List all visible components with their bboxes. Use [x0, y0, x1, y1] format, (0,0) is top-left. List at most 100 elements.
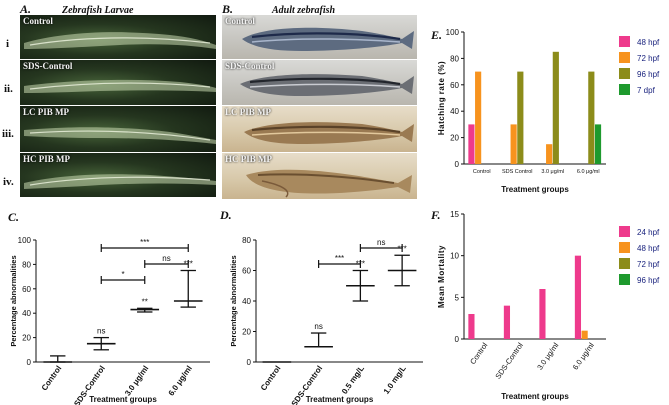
- row-numeral-i: i: [6, 38, 10, 50]
- legend-swatch: [619, 52, 630, 63]
- y-tick-label: 15: [450, 210, 459, 219]
- bar: [468, 124, 475, 164]
- bracket-label: ***: [140, 238, 149, 247]
- y-tick-label: 40: [450, 107, 459, 116]
- larva-label-control: Control: [23, 16, 53, 26]
- y-tick-label: 0: [455, 335, 460, 344]
- legend-label: 48 hpf: [637, 244, 660, 253]
- panel-c-letter: C.: [8, 210, 20, 224]
- bar: [574, 255, 582, 339]
- x-category-label: SDS Control: [502, 169, 533, 175]
- row-numeral-iv: iv.: [3, 176, 14, 188]
- y-tick-label: 20: [22, 334, 31, 343]
- significance-label: ns: [97, 327, 105, 336]
- larva-photo-lc-pib-mp: LC PIB MP: [20, 106, 216, 152]
- y-axis-label: Percentage abnormalities: [229, 255, 238, 346]
- bar: [468, 314, 475, 339]
- x-axis-label: Treatment groups: [501, 392, 569, 401]
- bracket-label: ns: [162, 254, 170, 263]
- panel-f-letter: F.: [431, 208, 441, 222]
- x-category-label: 6.0 μg/ml: [571, 341, 596, 372]
- y-tick-label: 100: [18, 236, 32, 245]
- larva-label-hc-pib-mp: HC PIB MP: [23, 154, 70, 164]
- x-category-label: 3.0 μg/ml: [123, 364, 150, 398]
- larva-photo-sds-control: SDS-Control: [20, 60, 216, 105]
- y-tick-label: 80: [450, 54, 459, 63]
- row-numeral-iii: iii.: [2, 128, 14, 140]
- y-tick-label: 20: [450, 134, 459, 143]
- larva-label-sds-control: SDS-Control: [23, 61, 73, 71]
- x-category-label: 6.0 μg/ml: [577, 169, 600, 175]
- legend-label: 96 hpf: [637, 276, 660, 285]
- y-tick-label: 80: [22, 260, 31, 269]
- legend-label: 72 hpf: [637, 260, 660, 269]
- y-tick-label: 0: [27, 358, 32, 367]
- y-tick-label: 60: [22, 285, 31, 294]
- y-tick-label: 0: [455, 160, 460, 169]
- adult-label-control: Control: [225, 16, 255, 26]
- adult-photo-sds-control: SDS-Control: [222, 60, 417, 105]
- x-category-label: SDS-Control: [493, 341, 525, 381]
- y-tick-label: 100: [446, 28, 460, 37]
- x-category-label: 3.0 μg/ml: [541, 169, 564, 175]
- row-numeral-ii: ii.: [4, 83, 13, 95]
- y-tick-label: 60: [242, 267, 251, 276]
- panel-b-title: Adult zebrafish: [272, 5, 336, 16]
- legend-swatch: [619, 258, 630, 269]
- legend-label: 48 hpf: [637, 38, 660, 47]
- x-category-label: 0.5 mg/L: [340, 364, 366, 396]
- bar: [552, 51, 559, 164]
- x-category-label: Control: [468, 341, 489, 366]
- legend-label: 72 hpf: [637, 54, 660, 63]
- chart-c: 0 20 40 60 80 100 Percentage abnormalities Trea…: [9, 236, 210, 405]
- x-category-label: Control: [40, 364, 64, 392]
- significance-label: ns: [314, 322, 322, 331]
- y-tick-label: 5: [455, 293, 460, 302]
- x-category-label: 6.0 μg/ml: [167, 364, 194, 398]
- legend-label: 24 hpf: [637, 228, 660, 237]
- larva-photo-control: Control: [20, 15, 216, 59]
- legend-label: 7 dpf: [637, 86, 656, 95]
- bar: [546, 144, 553, 164]
- chart-f: 0 5 10 15 Mean Mortality Control SDS-Control 3.…: [437, 210, 660, 401]
- y-tick-label: 60: [450, 81, 459, 90]
- panel-a-title: Zebrafish Larvae: [62, 5, 134, 16]
- chart-d: 0 20 40 60 80 Percentage abnormalities Treatme…: [229, 236, 423, 405]
- adult-label-lc-pib-mp: LC PIB MP: [225, 107, 271, 117]
- adult-label-sds-control: SDS-Control: [225, 61, 275, 71]
- x-category-label: 3.0 μg/ml: [535, 341, 560, 372]
- bracket-label: *: [121, 270, 124, 279]
- y-tick-label: 40: [22, 309, 31, 318]
- larva-label-lc-pib-mp: LC PIB MP: [23, 107, 69, 117]
- y-tick-label: 20: [242, 328, 251, 337]
- bracket-label: ***: [335, 254, 344, 263]
- y-tick-label: 80: [242, 236, 251, 245]
- legend-swatch: [619, 84, 630, 95]
- bar: [539, 289, 546, 339]
- panel-b-letter: B.: [222, 2, 234, 16]
- bar: [503, 305, 511, 339]
- panel-a-letter: A.: [20, 2, 32, 16]
- bar: [594, 124, 602, 164]
- y-tick-label: 40: [242, 297, 251, 306]
- x-axis-label: Treatment groups: [306, 395, 374, 404]
- legend-swatch: [619, 226, 630, 237]
- legend-swatch: [619, 274, 630, 285]
- legend-label: 96 hpf: [637, 70, 660, 79]
- x-category-label: Control: [473, 169, 491, 175]
- y-axis-label: Hatching rate (%): [437, 61, 446, 135]
- panel-d-letter: D.: [220, 208, 232, 222]
- bar: [581, 330, 588, 339]
- adult-photo-control: Control: [222, 15, 417, 59]
- y-axis-label: Mean Mortality: [437, 245, 446, 308]
- adult-photo-hc-pib-mp: HC PIB MP: [222, 153, 417, 199]
- x-axis-label: Treatment groups: [501, 185, 569, 194]
- significance-label: **: [142, 297, 148, 306]
- bar: [510, 124, 517, 164]
- x-category-label: 1.0 mg/L: [382, 364, 408, 396]
- adult-photo-lc-pib-mp: LC PIB MP: [222, 106, 417, 152]
- panel-e-letter: E.: [431, 28, 443, 42]
- larva-photo-hc-pib-mp: HC PIB MP: [20, 153, 216, 197]
- y-tick-label: 10: [450, 252, 459, 261]
- chart-e: 0 20 40 60 80 100 Hatching rate (%) Control SDS …: [437, 28, 660, 194]
